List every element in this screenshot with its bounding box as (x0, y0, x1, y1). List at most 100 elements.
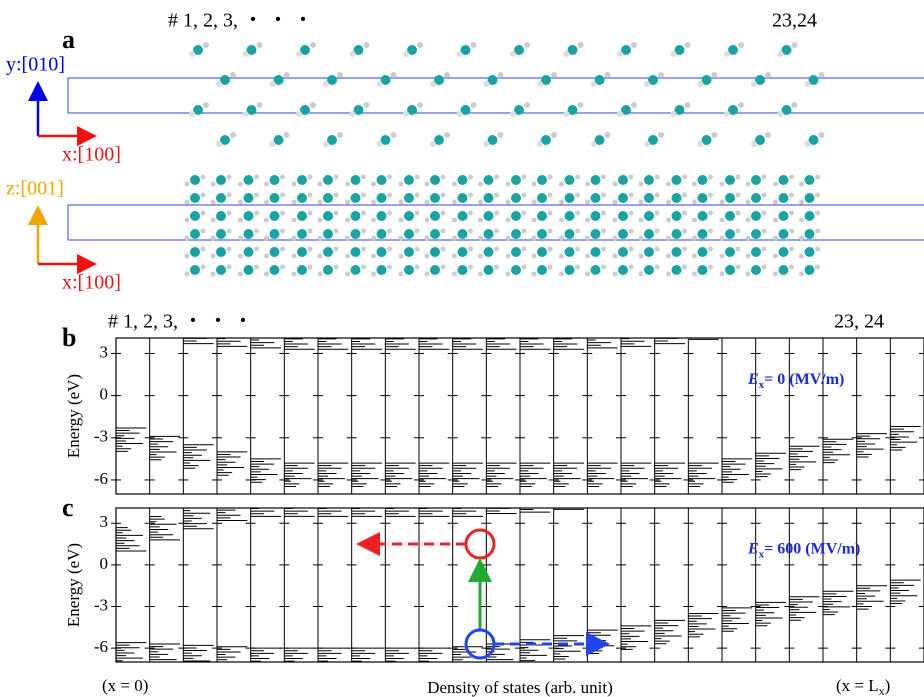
atom (655, 229, 660, 234)
atom (297, 265, 307, 275)
atom (815, 175, 820, 180)
atom (351, 175, 361, 185)
atom (506, 218, 511, 223)
atom (264, 236, 269, 241)
atom (361, 211, 366, 216)
atom (415, 229, 420, 234)
atom (585, 236, 590, 241)
atom (548, 193, 553, 198)
atom (692, 272, 697, 277)
atom (605, 132, 611, 138)
dos-band (688, 613, 718, 636)
atom (430, 247, 440, 257)
atom (334, 247, 339, 252)
atom (712, 132, 718, 138)
atom (216, 211, 226, 221)
atom (441, 175, 446, 180)
dos-band (688, 463, 718, 486)
atom (230, 132, 236, 138)
atom (254, 211, 259, 216)
atom (591, 141, 597, 147)
dos-band (789, 446, 819, 469)
dos-band (520, 489, 550, 512)
atom (230, 72, 236, 78)
atom (334, 211, 339, 216)
atom (345, 182, 350, 187)
atom (387, 229, 392, 234)
atom (387, 265, 392, 270)
atom (371, 254, 376, 259)
atom (452, 254, 457, 259)
atom (617, 51, 623, 57)
atom (216, 229, 226, 239)
atom (484, 141, 490, 147)
atom (350, 51, 356, 57)
atom (618, 193, 628, 203)
atom (377, 265, 387, 275)
y-tick-label: -3 (94, 595, 108, 614)
atom (308, 265, 313, 270)
dos-band (857, 434, 887, 457)
atom (270, 229, 280, 239)
atom (211, 182, 216, 187)
atom (318, 272, 323, 277)
atom (765, 72, 771, 78)
atom (387, 175, 392, 180)
atom (471, 42, 477, 48)
panel-letter: a (62, 25, 75, 54)
atom (478, 218, 483, 223)
atom (789, 211, 794, 216)
atom (698, 81, 704, 87)
field-label-part: = 0 (MV/m) (764, 371, 844, 388)
atom (522, 229, 527, 234)
atom (318, 236, 323, 241)
atom (629, 229, 634, 234)
atom (639, 218, 644, 223)
atom (591, 175, 601, 185)
atom (308, 247, 313, 252)
dos-band (318, 648, 348, 671)
atom (655, 265, 660, 270)
atom (805, 175, 815, 185)
atom (244, 247, 254, 257)
site-label: # 1, 2, 3, ・ ・ ・ (168, 10, 313, 32)
atom (351, 265, 361, 275)
atom (425, 236, 430, 241)
atom (264, 272, 269, 277)
atom (720, 182, 725, 187)
atom (484, 81, 490, 87)
atom (575, 265, 580, 270)
footer-right: (x = Lx) (836, 676, 890, 697)
atom (280, 175, 285, 180)
atom (399, 200, 404, 205)
atom (805, 193, 815, 203)
atom (522, 175, 527, 180)
atom (564, 111, 570, 117)
atom (227, 193, 232, 198)
atom (190, 175, 200, 185)
atom (444, 132, 450, 138)
atom (506, 200, 511, 205)
dos-band (419, 648, 449, 671)
atom (738, 42, 744, 48)
atom (430, 193, 440, 203)
atom (323, 81, 329, 87)
dos-band (352, 493, 382, 516)
atom (511, 211, 521, 221)
atom (430, 81, 436, 87)
atom (746, 236, 751, 241)
atom (216, 81, 222, 87)
atom (468, 247, 473, 252)
atom (682, 265, 687, 270)
atom (216, 141, 222, 147)
atom (238, 218, 243, 223)
atom (425, 200, 430, 205)
atom (270, 81, 276, 87)
atom (201, 247, 206, 252)
atom (629, 175, 634, 180)
atom (391, 72, 397, 78)
atom (351, 229, 361, 239)
atom (318, 182, 323, 187)
dos-band (116, 528, 146, 551)
dos-band (857, 586, 887, 609)
